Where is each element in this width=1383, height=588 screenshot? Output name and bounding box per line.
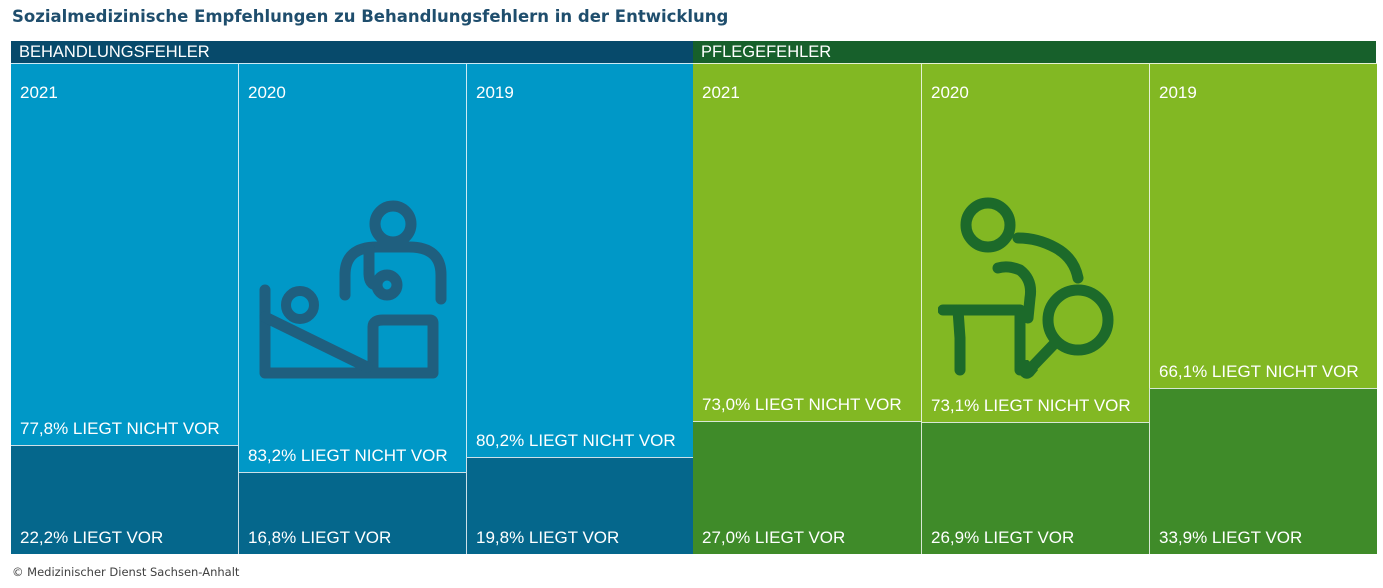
segment-liegt-vor: 19,8% LIEGT VOR <box>466 457 693 554</box>
year-label: 2019 <box>476 83 514 102</box>
segment-liegt-nicht-vor: 2019 80,2% LIEGT NICHT VOR <box>466 63 693 457</box>
label-liegt-nicht-vor: 66,1% LIEGT NICHT VOR <box>1159 362 1359 381</box>
year-label: 2021 <box>20 83 58 102</box>
column-pflegefehler-2019: 2019 66,1% LIEGT NICHT VOR 33,9% LIEGT VOR <box>1149 63 1377 554</box>
segment-liegt-vor: 16,8% LIEGT VOR <box>238 472 466 554</box>
segment-liegt-nicht-vor: 2021 73,0% LIEGT NICHT VOR <box>693 63 921 421</box>
segment-liegt-vor: 27,0% LIEGT VOR <box>693 421 921 554</box>
column-pflegefehler-2021: 2021 73,0% LIEGT NICHT VOR 27,0% LIEGT VOR <box>693 63 921 554</box>
segment-liegt-vor: 22,2% LIEGT VOR <box>11 445 238 554</box>
segment-liegt-nicht-vor: 2020 83,2% LIEGT NICHT VOR <box>238 63 466 472</box>
column-behandlungsfehler-2019: 2019 80,2% LIEGT NICHT VOR 19,8% LIEGT VOR <box>466 63 693 554</box>
label-liegt-nicht-vor: 80,2% LIEGT NICHT VOR <box>476 431 676 450</box>
chart-title: Sozialmedizinische Empfehlungen zu Behan… <box>12 7 729 26</box>
column-behandlungsfehler-2021: 2021 77,8% LIEGT NICHT VOR 22,2% LIEGT VOR <box>11 63 238 554</box>
label-liegt-nicht-vor: 73,0% LIEGT NICHT VOR <box>702 395 902 414</box>
label-liegt-vor: 33,9% LIEGT VOR <box>1159 528 1303 547</box>
caregiver-magnifier-icon <box>938 197 1114 379</box>
segment-liegt-nicht-vor: 2021 77,8% LIEGT NICHT VOR <box>11 63 238 445</box>
year-label: 2021 <box>702 83 740 102</box>
segment-liegt-vor: 33,9% LIEGT VOR <box>1149 388 1377 554</box>
label-liegt-nicht-vor: 83,2% LIEGT NICHT VOR <box>248 446 448 465</box>
year-label: 2020 <box>248 83 286 102</box>
segment-liegt-vor: 26,9% LIEGT VOR <box>921 422 1149 554</box>
doctor-patient-bed-icon <box>259 200 447 379</box>
label-liegt-vor: 22,2% LIEGT VOR <box>20 528 164 547</box>
label-liegt-vor: 26,9% LIEGT VOR <box>931 528 1075 547</box>
label-liegt-nicht-vor: 77,8% LIEGT NICHT VOR <box>20 419 220 438</box>
year-label: 2019 <box>1159 83 1197 102</box>
label-liegt-nicht-vor: 73,1% LIEGT NICHT VOR <box>931 396 1131 415</box>
label-liegt-vor: 19,8% LIEGT VOR <box>476 528 620 547</box>
source-footer: © Medizinischer Dienst Sachsen-Anhalt <box>12 565 240 579</box>
year-label: 2020 <box>931 83 969 102</box>
column-behandlungsfehler-2020: 2020 83,2% LIEGT NICHT VOR 16,8% LIEGT VOR <box>238 63 466 554</box>
label-liegt-vor: 27,0% LIEGT VOR <box>702 528 846 547</box>
segment-liegt-nicht-vor: 2019 66,1% LIEGT NICHT VOR <box>1149 63 1377 388</box>
label-liegt-vor: 16,8% LIEGT VOR <box>248 528 392 547</box>
panel-header-behandlungsfehler: BEHANDLUNGSFEHLER <box>11 41 693 63</box>
panel-header-pflegefehler: PFLEGEFEHLER <box>693 41 1376 63</box>
